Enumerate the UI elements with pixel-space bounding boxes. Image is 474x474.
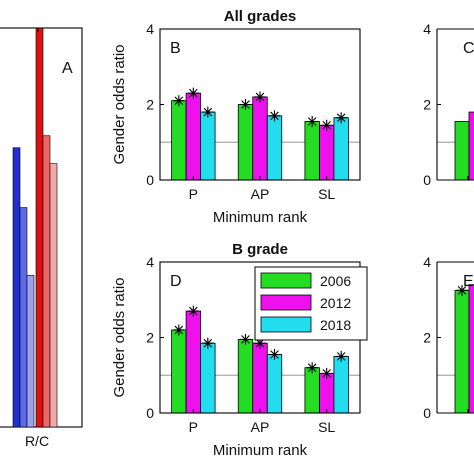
panel-e: 0 2 4 E bbox=[423, 254, 474, 421]
bar-2012 bbox=[468, 284, 474, 414]
panel-letter: E bbox=[463, 273, 474, 290]
y-tick-label: 4 bbox=[423, 254, 431, 270]
y-tick-label: 0 bbox=[423, 405, 431, 421]
panel-d: P AP SL 0 2 4D B grade Gender odds ratio Minimum… bbox=[111, 241, 368, 459]
x-axis-label: Minimum rank bbox=[213, 442, 308, 459]
significance-star bbox=[306, 115, 318, 127]
bar-a-2 bbox=[26, 275, 35, 428]
x-tick-label: SL bbox=[318, 419, 335, 435]
significance-star bbox=[321, 119, 333, 131]
bar-2018-AP bbox=[266, 354, 283, 414]
x-tick-label: AP bbox=[251, 419, 270, 435]
panel-title: B grade bbox=[232, 241, 288, 258]
bar-2018-P bbox=[200, 342, 216, 414]
significance-star bbox=[456, 284, 468, 296]
panel-letter: A bbox=[62, 60, 73, 77]
bar-2018-SL bbox=[333, 355, 349, 414]
y-tick-label: 2 bbox=[146, 97, 154, 113]
x-tick-label: SL bbox=[318, 186, 335, 202]
significance-star bbox=[254, 91, 266, 103]
bar-a-1 bbox=[19, 207, 28, 428]
significance-star bbox=[269, 348, 280, 360]
x-axis-label: Minimum rank bbox=[213, 209, 308, 226]
bar-2012-AP bbox=[252, 342, 268, 414]
panel-letter: B bbox=[170, 40, 181, 57]
x-tick-label: R/C bbox=[25, 433, 49, 449]
bar-2012-P bbox=[185, 310, 201, 414]
bar-2006-AP bbox=[237, 338, 254, 414]
panel-title: All grades bbox=[224, 8, 297, 25]
y-tick-label: 4 bbox=[146, 21, 154, 37]
x-tick-label: P bbox=[189, 186, 198, 202]
significance-star bbox=[335, 350, 347, 362]
significance-star bbox=[173, 324, 185, 336]
bar-a-5 bbox=[49, 163, 58, 428]
y-tick-label: 0 bbox=[423, 172, 431, 188]
significance-star bbox=[306, 362, 318, 374]
panel-letter: C bbox=[463, 40, 474, 57]
significance-star bbox=[254, 337, 266, 349]
bar-2018-P bbox=[200, 111, 216, 181]
bar-2006 bbox=[454, 121, 470, 181]
legend-swatch-2006 bbox=[260, 272, 312, 289]
significance-star bbox=[173, 95, 185, 107]
y-tick-label: 2 bbox=[146, 330, 154, 346]
significance-star bbox=[321, 367, 333, 379]
bar-a-3 bbox=[35, 27, 44, 428]
significance-star bbox=[187, 305, 199, 317]
y-axis-label: Gender odds ratio bbox=[111, 44, 128, 164]
significance-star bbox=[240, 99, 251, 110]
bar-2006-P bbox=[171, 329, 187, 414]
legend-label: 2006 bbox=[320, 273, 351, 289]
y-tick-label: 0 bbox=[146, 405, 154, 421]
bar-2018-SL bbox=[333, 117, 349, 181]
bar-2012 bbox=[468, 111, 474, 181]
bar-2006-SL bbox=[304, 121, 320, 181]
x-tick-label: P bbox=[189, 419, 198, 435]
bar-2012-SL bbox=[319, 372, 335, 414]
legend-swatch-2012 bbox=[260, 294, 312, 311]
panel-c: 0 2 4 C bbox=[423, 21, 474, 188]
bar-2006-P bbox=[171, 100, 187, 181]
panel-a: A R/C bbox=[0, 27, 83, 449]
legend-label: 2012 bbox=[320, 295, 351, 311]
significance-star bbox=[202, 337, 214, 349]
panel-b: P AP SL 0 2 4B All grades Gender odds ratio Mini… bbox=[111, 8, 361, 226]
panel-letter: D bbox=[170, 273, 182, 290]
significance-star bbox=[187, 87, 199, 99]
bar-2012-P bbox=[185, 92, 201, 181]
bar-a-4 bbox=[42, 135, 51, 428]
y-tick-label: 4 bbox=[146, 254, 154, 270]
significance-star bbox=[269, 110, 280, 122]
y-tick-label: 0 bbox=[146, 172, 154, 188]
legend-swatch-2018 bbox=[260, 316, 312, 333]
y-tick-label: 2 bbox=[423, 330, 431, 346]
bar-2018-AP bbox=[266, 115, 283, 181]
bar-2012-SL bbox=[319, 124, 335, 181]
bar-2006 bbox=[454, 289, 470, 414]
bar-2006-AP bbox=[237, 104, 254, 181]
y-axis-label: Gender odds ratio bbox=[111, 277, 128, 397]
legend-label: 2018 bbox=[320, 317, 351, 333]
bar-a-0 bbox=[12, 147, 21, 428]
bar-2006-SL bbox=[304, 367, 320, 414]
significance-star bbox=[202, 106, 214, 118]
x-tick-label: AP bbox=[251, 186, 270, 202]
bar-2012-AP bbox=[252, 96, 268, 181]
significance-star bbox=[335, 112, 347, 124]
significance-star bbox=[240, 333, 251, 345]
y-tick-label: 4 bbox=[423, 21, 431, 37]
y-tick-label: 2 bbox=[423, 97, 431, 113]
